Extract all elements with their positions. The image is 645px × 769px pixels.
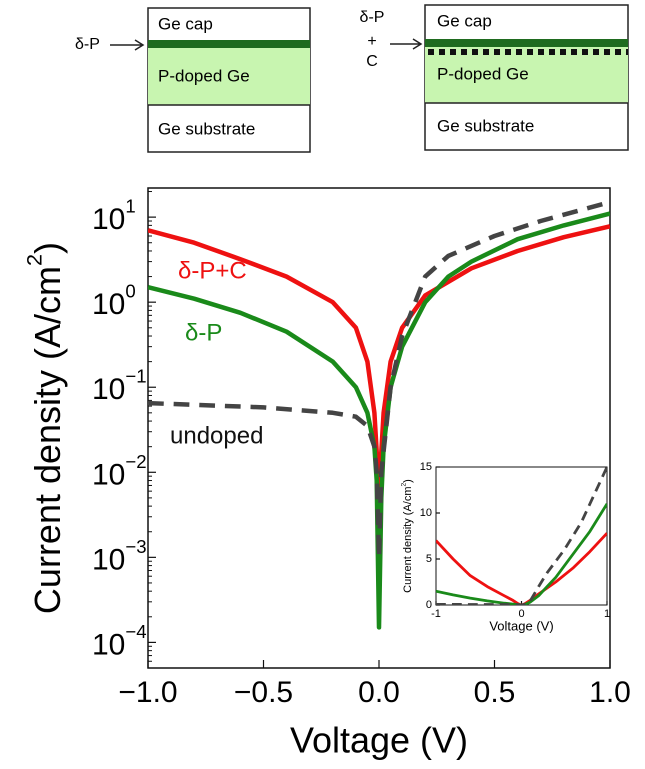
layer-label: P-doped Ge <box>158 66 250 85</box>
x-tick-label: -1 <box>431 608 441 620</box>
y-label-part: ) <box>402 479 414 483</box>
x-axis-label: Voltage (V) <box>489 618 553 633</box>
series-line <box>436 503 607 605</box>
diagram-2: Ge cap P-doped Ge Ge substrate δ-P + C <box>360 4 629 151</box>
x-tick-label: −1.0 <box>118 676 177 709</box>
y-tick-label: 10−2 <box>92 451 147 492</box>
y-label-part: ) <box>27 242 68 254</box>
y-tick-label: 101 <box>92 196 136 237</box>
series-label: δ-P <box>185 319 222 346</box>
tick-base: 10 <box>92 543 125 576</box>
layer-label: Ge cap <box>158 14 213 33</box>
y-tick-label: 100 <box>92 281 136 322</box>
tick-base: 10 <box>92 628 125 661</box>
marker-label: + <box>367 33 376 50</box>
y-tick-label: 10−1 <box>92 366 147 407</box>
tick-exponent: −2 <box>125 451 146 472</box>
tick-base: 10 <box>92 203 125 236</box>
doped-layer <box>425 47 628 103</box>
inset-bg <box>436 467 607 605</box>
marker-label: δ-P <box>360 9 385 26</box>
y-tick-label: 10 <box>420 507 432 519</box>
tick-exponent: −1 <box>125 366 146 387</box>
y-axis-label: Current density (A/cm2) <box>400 479 414 593</box>
layer-label: P-doped Ge <box>437 64 529 83</box>
x-axis-label: Voltage (V) <box>290 720 468 761</box>
x-tick-label: 0 <box>518 608 524 620</box>
layer-label: Ge substrate <box>437 116 534 135</box>
y-tick-label: 0 <box>426 599 432 611</box>
y-tick-label: 5 <box>426 553 432 565</box>
y-label-part: 2 <box>21 254 46 266</box>
y-label-part: 2 <box>400 482 407 486</box>
series-label: undoped <box>170 422 263 449</box>
x-tick-label: 0.5 <box>474 676 516 709</box>
diagram-1: Ge cap P-doped Ge Ge substrate δ-P <box>75 7 311 153</box>
arrow <box>110 39 145 51</box>
y-axis-label: Current density (A/cm2) <box>21 242 67 614</box>
series-line <box>148 211 610 630</box>
tick-exponent: −4 <box>125 621 146 642</box>
y-label-part: Current density (A/cm <box>27 266 68 614</box>
x-tick-label: 1.0 <box>589 676 631 709</box>
layer-label: Ge substrate <box>158 119 255 138</box>
series-line <box>148 199 610 560</box>
tick-exponent: 1 <box>125 196 135 217</box>
doped-layer <box>148 48 310 105</box>
series-label: δ-P+C <box>178 257 247 284</box>
y-tick-label: 10−3 <box>92 536 147 577</box>
x-tick-label: −0.5 <box>234 676 293 709</box>
layer-label: Ge cap <box>437 11 492 30</box>
x-tick-label: 0.0 <box>358 676 400 709</box>
tick-exponent: −3 <box>125 536 146 557</box>
tick-exponent: 0 <box>125 281 135 302</box>
arrow <box>390 38 423 50</box>
tick-base: 10 <box>92 288 125 321</box>
delta-layer <box>425 39 628 47</box>
y-tick-label: 10−4 <box>92 621 147 662</box>
x-tick-label: 1 <box>604 608 610 620</box>
delta-layer <box>148 40 310 48</box>
series-line <box>436 467 607 605</box>
tick-base: 10 <box>92 373 125 406</box>
marker-label: δ-P <box>75 36 100 53</box>
y-tick-label: 15 <box>420 461 432 473</box>
tick-base: 10 <box>92 458 125 491</box>
y-label-part: Current density (A/cm <box>402 486 414 592</box>
marker-label: C <box>366 53 378 70</box>
